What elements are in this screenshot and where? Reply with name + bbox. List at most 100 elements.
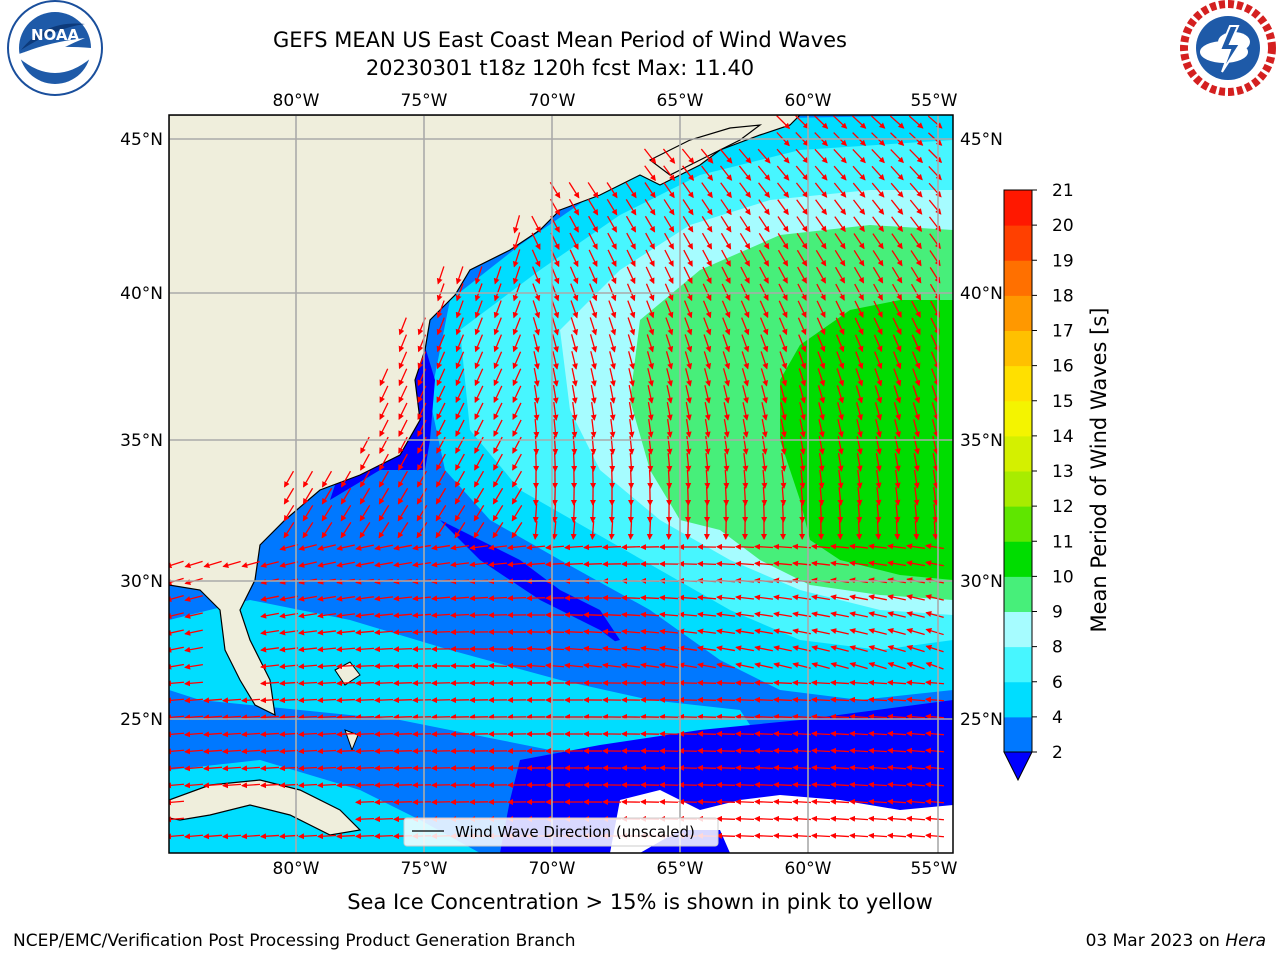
wind-arrow — [355, 629, 375, 636]
wind-arrow — [722, 368, 730, 387]
run-date: 03 Mar 2023 on Hera — [1086, 931, 1266, 951]
wind-arrow — [773, 815, 793, 822]
wind-arrow — [797, 300, 807, 319]
wind-arrow — [796, 199, 808, 216]
no-data-south — [610, 790, 953, 853]
wind-arrow — [512, 266, 521, 285]
wind-arrow — [608, 317, 617, 336]
colorbar-tick-label: 17 — [1052, 322, 1074, 342]
wind-arrow — [778, 317, 788, 336]
wind-arrow — [625, 199, 637, 216]
wind-arrow — [298, 748, 318, 755]
wind-arrow — [640, 594, 660, 601]
colorbar-tick-label: 14 — [1052, 427, 1074, 447]
wind-arrow — [393, 697, 413, 704]
wind-arrow — [799, 402, 806, 421]
wind-arrow — [222, 560, 241, 568]
wind-arrow — [932, 486, 939, 506]
wind-arrow — [355, 646, 375, 653]
wind-arrow — [735, 543, 755, 550]
wind-arrow — [742, 402, 749, 421]
wind-arrow — [222, 714, 242, 721]
wind-arrow — [260, 663, 280, 670]
wind-arrow — [754, 543, 774, 550]
wind-arrow — [836, 385, 845, 404]
wind-arrow — [925, 696, 945, 703]
wind-arrow — [589, 520, 596, 540]
wind-arrow — [887, 798, 907, 805]
wind-arrow — [628, 469, 635, 489]
wind-arrow — [797, 266, 807, 284]
wind-arrow — [873, 317, 883, 336]
lat-label: 45°N — [120, 130, 163, 150]
wind-arrow — [818, 436, 825, 455]
wind-arrow — [773, 832, 793, 839]
wind-arrow — [203, 697, 223, 704]
wind-arrow — [871, 182, 885, 198]
wind-arrow — [716, 798, 736, 805]
wind-arrow — [317, 595, 336, 602]
wind-arrow — [868, 679, 888, 686]
wind-arrow — [644, 165, 656, 182]
wind-arrow — [398, 351, 408, 370]
wind-arrow — [811, 628, 830, 635]
wind-arrow — [512, 453, 522, 471]
wind-arrow — [887, 781, 907, 788]
wind-arrow — [814, 115, 829, 129]
wind-arrow — [260, 782, 280, 789]
wind-arrow — [910, 250, 922, 267]
wind-arrow — [683, 283, 693, 302]
wind-arrow — [532, 486, 539, 506]
colorbar-segment — [1004, 471, 1032, 507]
wind-arrow — [340, 522, 352, 539]
wind-arrow — [925, 832, 945, 839]
wind-arrow — [740, 283, 750, 302]
wind-arrow — [455, 317, 464, 336]
lat-label: 40°N — [120, 284, 163, 304]
wind-arrow — [811, 713, 831, 720]
wind-arrow — [870, 115, 886, 129]
wind-arrow — [450, 561, 470, 568]
wind-arrow — [683, 266, 693, 284]
wind-arrow — [853, 216, 865, 233]
wind-arrow — [260, 748, 280, 755]
wind-arrow — [645, 266, 655, 285]
wind-arrow — [279, 646, 299, 653]
wind-arrow — [474, 402, 484, 420]
wind-arrow — [868, 798, 888, 805]
wind-arrow — [436, 334, 446, 353]
wind-arrow — [512, 368, 522, 387]
wind-arrow — [906, 679, 926, 686]
wind-arrow — [722, 351, 731, 370]
wind-arrow — [665, 300, 674, 319]
wind-arrow — [393, 765, 413, 772]
wind-arrow — [628, 435, 635, 455]
wind-arrow — [609, 418, 616, 438]
wind-arrow — [910, 267, 922, 284]
wind-arrow — [336, 680, 356, 687]
wind-arrow — [723, 469, 730, 489]
wind-arrow — [507, 645, 527, 652]
wind-arrow — [830, 679, 850, 686]
wind-arrow — [906, 730, 926, 737]
wind-arrow — [412, 782, 432, 789]
wind-arrow — [906, 764, 926, 771]
wind-arrow — [875, 453, 882, 472]
wind-arrow — [355, 782, 375, 789]
wind-arrow — [815, 233, 827, 250]
wind-arrow — [887, 644, 906, 653]
wind-arrow — [887, 594, 906, 601]
wind-arrow — [925, 627, 944, 636]
wind-arrow — [532, 520, 539, 540]
wind-arrow — [773, 798, 793, 805]
wind-arrow — [298, 544, 317, 551]
wind-arrow — [720, 232, 732, 250]
wind-arrow — [526, 645, 546, 652]
wind-arrow — [609, 351, 616, 370]
wind-arrow — [355, 816, 375, 823]
wind-arrow — [894, 436, 901, 455]
wind-arrow — [683, 249, 693, 267]
wind-arrow — [450, 595, 470, 602]
wind-arrow — [474, 334, 484, 353]
